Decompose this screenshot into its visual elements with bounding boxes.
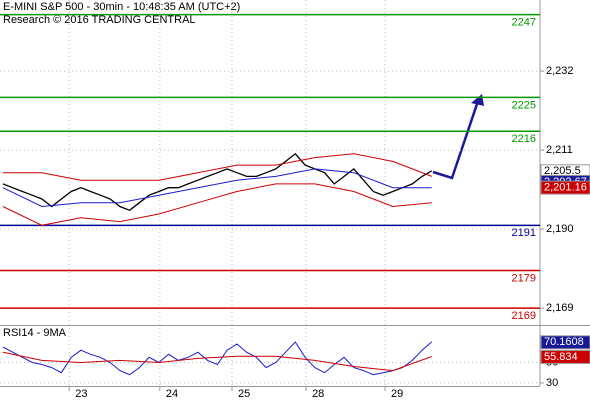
y-tick-label: 2,232 <box>546 65 574 77</box>
price-marker-label: 55.834 <box>544 351 578 363</box>
level-label: 2169 <box>512 310 536 322</box>
forecast-arrow <box>432 100 480 180</box>
level-label: 2225 <box>512 99 536 111</box>
series-line <box>2 152 433 212</box>
chart-title: E-MINI S&P 500 - 30min - 10:48:35 AM (UT… <box>3 1 240 13</box>
series-line <box>2 341 433 376</box>
x-tick-label: 25 <box>238 388 250 400</box>
series-line <box>2 351 432 372</box>
y-tick-label: 2,169 <box>546 302 574 314</box>
x-tick-label: 28 <box>312 388 324 400</box>
price-marker <box>540 335 590 350</box>
level-label: 2216 <box>512 133 536 145</box>
price-marker <box>540 180 590 195</box>
level-label: 2191 <box>512 227 536 239</box>
y-tick-label: 2,190 <box>546 223 574 235</box>
price-marker-label: 2,201.16 <box>544 182 587 194</box>
series-line <box>2 168 432 208</box>
y-tick-label: 30 <box>546 377 558 389</box>
price-marker-label: 2,205.5 <box>544 165 581 177</box>
level-label: 2179 <box>512 272 536 284</box>
y-tick-label: 2,211 <box>546 144 573 156</box>
chart-subtitle: Research © 2016 TRADING CENTRAL <box>3 14 196 26</box>
panel-title: RSI14 - 9MA <box>3 327 67 339</box>
x-tick-label: 23 <box>75 388 87 400</box>
price-marker <box>540 349 590 364</box>
series-line <box>2 183 432 226</box>
x-tick-label: 29 <box>391 388 403 400</box>
price-marker-label: 70.1608 <box>544 336 584 348</box>
series-line <box>2 153 432 181</box>
level-label: 2247 <box>512 17 536 29</box>
x-tick-label: 24 <box>166 388 178 400</box>
